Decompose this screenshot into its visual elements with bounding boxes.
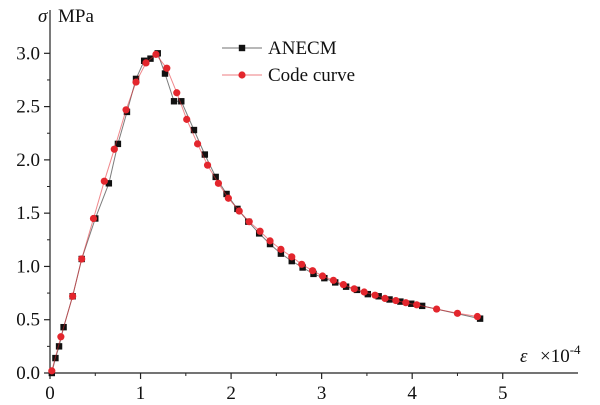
data-point-circle (110, 145, 118, 153)
data-point-square (277, 250, 285, 257)
x-tick-label: 3 (317, 383, 327, 404)
data-point-circle (360, 288, 368, 296)
y-tick-label: 2.5 (16, 97, 40, 118)
legend-item: Code curve (222, 65, 355, 86)
data-point-circle (277, 245, 285, 253)
data-point-circle (453, 309, 462, 317)
series-line (51, 53, 478, 372)
data-point-circle (48, 367, 56, 375)
data-point-circle (318, 272, 327, 280)
data-point-circle (78, 255, 86, 263)
data-point-circle (329, 276, 338, 284)
y-tick-label: 1.5 (16, 203, 40, 224)
data-point-circle (152, 50, 160, 58)
data-point-circle (203, 161, 212, 169)
data-point-circle (245, 218, 253, 226)
x-tick-label: 2 (226, 383, 236, 404)
data-point-circle (183, 115, 191, 123)
data-point-square (114, 140, 122, 148)
data-point-circle (89, 214, 98, 223)
series-line (51, 52, 481, 374)
legend-marker-square (238, 44, 246, 52)
data-point-square (170, 98, 178, 105)
data-point-circle (256, 227, 264, 235)
legend-label: ANECM (268, 38, 337, 59)
x-axis-unit-base: ×10 (540, 346, 570, 367)
y-axis-unit: MPa (58, 6, 94, 27)
series-layer (48, 50, 484, 377)
data-point-circle (57, 333, 65, 341)
legend-label: Code curve (268, 65, 355, 86)
data-point-circle (142, 59, 150, 67)
data-point-square (178, 98, 185, 105)
axis-ticks: 0 1 2 3 4 5 0.0 0.5 1.0 1.5 2.0 2.5 3.0 (16, 43, 507, 404)
data-point-circle (381, 294, 389, 303)
data-point-square (55, 343, 63, 350)
data-point-circle (132, 78, 140, 86)
legend-marker-circle (238, 71, 246, 79)
data-point-circle (308, 267, 317, 275)
data-point-circle (392, 296, 400, 305)
x-tick-label: 0 (45, 383, 55, 404)
x-tick-label: 4 (407, 383, 417, 404)
data-point-square (364, 290, 372, 298)
data-point-circle (193, 140, 202, 148)
legend-item: ANECM (222, 38, 337, 59)
y-tick-label: 0.5 (16, 310, 40, 331)
y-tick-label: 3.0 (16, 43, 40, 64)
x-axis-label: ε (520, 346, 528, 367)
data-point-circle (413, 301, 421, 309)
data-point-circle (402, 299, 410, 307)
data-point-circle (371, 291, 379, 299)
data-point-circle (350, 285, 358, 293)
data-point-circle (100, 177, 108, 185)
data-point-square (190, 126, 198, 134)
series-anecm (48, 50, 484, 377)
legend: ANECM Code curve (222, 38, 355, 86)
data-point-circle (69, 292, 77, 300)
x-axis-unit-exponent: -4 (570, 342, 581, 357)
data-point-circle (288, 253, 296, 261)
data-point-circle (173, 89, 181, 97)
data-point-square (288, 257, 295, 265)
series-code-curve (48, 50, 481, 375)
axes (49, 10, 578, 374)
y-axis-label: σ (38, 6, 48, 27)
data-point-circle (122, 106, 130, 114)
data-point-circle (163, 64, 171, 72)
y-tick-label: 2.0 (16, 150, 40, 171)
data-point-circle (224, 194, 232, 202)
y-tick-label: 1.0 (16, 256, 40, 277)
data-point-circle (339, 280, 347, 289)
y-tick-label: 0.0 (16, 363, 40, 384)
x-tick-label: 5 (498, 383, 508, 404)
x-axis-unit: ×10-4 (540, 342, 581, 367)
data-point-square (223, 190, 230, 198)
data-point-square (105, 180, 113, 187)
data-point-circle (433, 305, 441, 313)
data-point-circle (298, 260, 306, 268)
data-point-square (201, 151, 209, 158)
data-point-circle (473, 312, 481, 321)
x-tick-label: 1 (136, 383, 146, 404)
data-point-circle (214, 179, 223, 187)
data-point-square (161, 70, 169, 77)
data-point-square (212, 173, 219, 181)
data-point-circle (266, 237, 274, 245)
data-point-circle (235, 207, 243, 215)
